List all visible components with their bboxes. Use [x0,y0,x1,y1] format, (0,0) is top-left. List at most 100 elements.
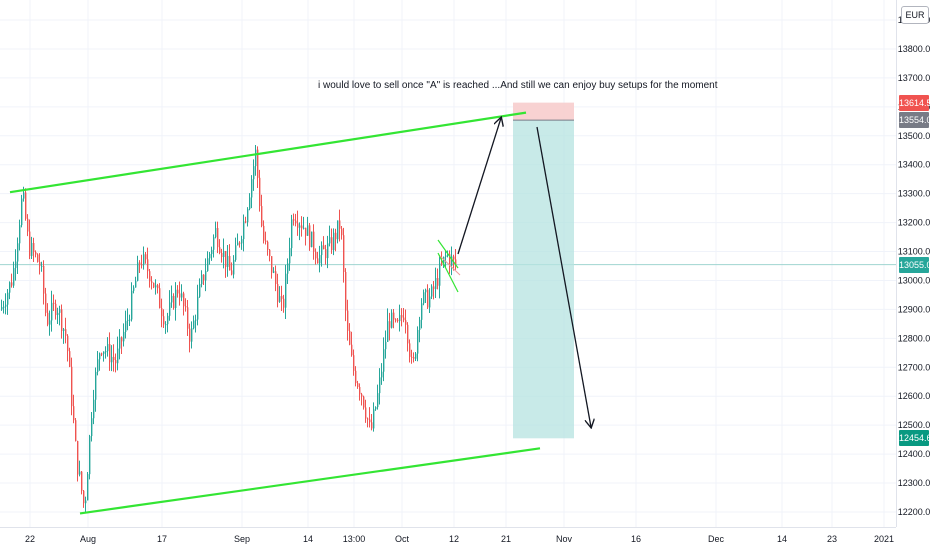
y-tick-label: 12300.0 [898,478,931,488]
y-tick-label: 13300.0 [898,189,931,199]
candle-body [73,406,75,421]
candle-body [331,237,333,251]
candle-body [445,255,447,257]
candle-body [357,383,359,387]
candle-body [109,344,111,363]
candle-body [151,281,153,283]
candle-body [447,254,449,256]
candle-body [301,225,303,229]
y-tick-label: 13500.0 [898,131,931,141]
candle-body [159,288,161,309]
candle-body [15,261,17,268]
candle-body [69,351,71,367]
candle-body [157,285,159,289]
candle-body [155,285,157,288]
candle-body [259,177,261,207]
candle-body [363,396,365,408]
candle-body [207,258,209,272]
candle-body [75,420,77,442]
candle-body [411,356,413,358]
y-tick-label: 13800.0 [898,44,931,54]
candle-body [325,249,327,259]
candle-body [91,418,93,437]
candle-body [103,351,105,354]
candle-body [335,232,337,240]
candle-body [215,228,217,238]
candle-body [141,264,143,266]
wedge-line-lower[interactable] [437,252,459,293]
candle-body [187,307,189,329]
candle-body [185,306,187,308]
candle-body [231,270,233,275]
candle-body [403,317,405,321]
candle-body [153,282,155,288]
candle-body [143,254,145,265]
candle-body [319,255,321,264]
candle-body [369,419,371,423]
candle-body [189,328,191,342]
candle-body [81,471,83,491]
candle-body [283,298,285,308]
candle-body [315,251,317,259]
candle-body [361,394,363,397]
candle-body [199,284,201,297]
channel-lower-line[interactable] [79,447,541,515]
candle-body [95,371,97,400]
candle-body [123,331,125,342]
candle-body [213,237,215,250]
time-axis-ticks: 22 Aug 17 Sep 14 13:00 Oct 12 21 Nov 16 Dec 14 23 2021 [25,534,894,544]
candle-body [31,243,33,256]
candle-body [271,256,273,273]
candle-body [71,366,73,407]
candle-body [407,324,409,344]
candle-body [353,355,355,371]
candle-body [429,296,431,308]
candle-body [175,289,177,309]
y-tick-label: 13700.0 [898,73,931,83]
candle-body [19,225,21,244]
candle-body [133,287,135,291]
candle-body [37,254,39,262]
candle-body [79,471,81,475]
x-tick-label: 17 [157,534,167,544]
candle-body [21,198,23,226]
x-tick-label: Aug [80,534,96,544]
current-price-label: 13055.0 [899,256,932,273]
candle-body [7,292,9,305]
candles-layer [1,145,457,514]
candle-body [225,250,227,267]
annotation-text[interactable]: i would love to sell once "A" is reached… [318,80,718,91]
candle-body [279,296,281,302]
arrow-up-to-target-a[interactable] [457,118,501,255]
candle-body [203,274,205,281]
candle-body [63,329,65,331]
candle-body [423,292,425,304]
candle-body [201,274,203,285]
candle-body [289,248,291,264]
candle-body [453,256,455,260]
candle-body [179,293,181,298]
candle-body [113,356,115,361]
arrow-down-to-target[interactable] [536,126,591,427]
wedge-line-inner[interactable] [439,255,461,276]
channel-upper-line[interactable] [9,111,527,194]
candle-body [391,312,393,328]
candle-body [251,179,253,198]
wedge-line-upper[interactable] [437,239,459,269]
candle-body [285,273,287,308]
currency-badge[interactable]: EUR [901,6,929,24]
candle-body [115,360,117,364]
candle-body [247,208,249,223]
y-tick-label: 13000.0 [898,275,931,285]
x-tick-label: 21 [501,534,511,544]
candle-body [61,309,63,331]
candle-body [149,271,151,282]
candle-body [119,337,121,349]
candle-body [381,371,383,378]
candle-body [373,409,375,429]
drawings-layer[interactable] [9,111,591,515]
candle-body [249,197,251,209]
entry-price-label: 13554.0 [899,112,932,129]
